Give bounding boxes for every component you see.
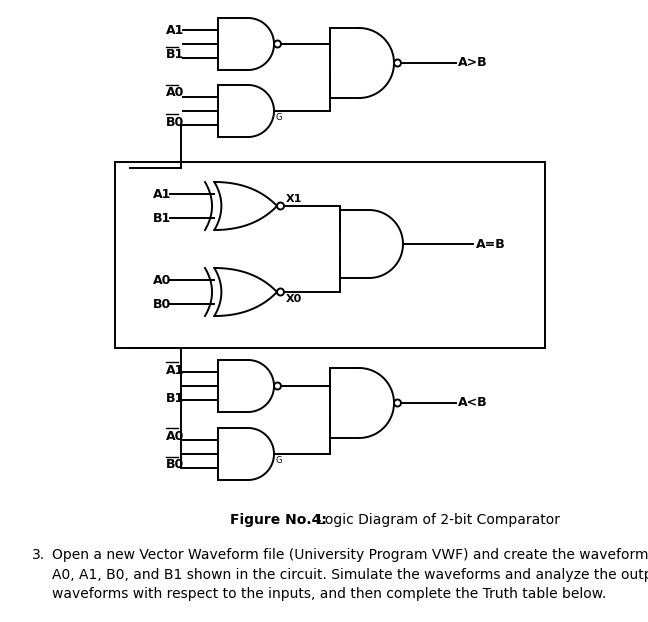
Text: A0: A0 [166,86,185,100]
Circle shape [277,289,284,295]
Circle shape [274,383,281,389]
Circle shape [274,40,281,47]
Text: G: G [276,456,283,465]
Text: Open a new Vector Waveform file (University Program VWF) and create the waveform: Open a new Vector Waveform file (Univers… [52,548,648,601]
Text: B0: B0 [153,297,171,310]
Circle shape [394,399,401,407]
Text: B1: B1 [153,211,171,225]
Text: X1: X1 [286,194,303,204]
Text: Logic Diagram of 2-bit Comparator: Logic Diagram of 2-bit Comparator [313,513,560,527]
Text: A>B: A>B [458,57,488,70]
Text: X0: X0 [286,294,302,304]
Text: A0: A0 [166,430,185,442]
Text: A0: A0 [153,274,171,287]
Text: B0: B0 [166,116,184,129]
Text: B0: B0 [166,458,184,471]
Text: 3.: 3. [32,548,45,562]
Text: B1: B1 [166,391,184,404]
Text: B1: B1 [166,49,184,62]
Text: A=B: A=B [476,238,505,251]
Circle shape [394,60,401,67]
Text: Figure No.4:: Figure No.4: [230,513,327,527]
Text: A1: A1 [166,363,185,376]
Text: A1: A1 [166,24,185,37]
Text: G: G [276,113,283,122]
Text: A1: A1 [153,187,171,200]
Circle shape [277,203,284,210]
Text: A<B: A<B [458,396,488,409]
